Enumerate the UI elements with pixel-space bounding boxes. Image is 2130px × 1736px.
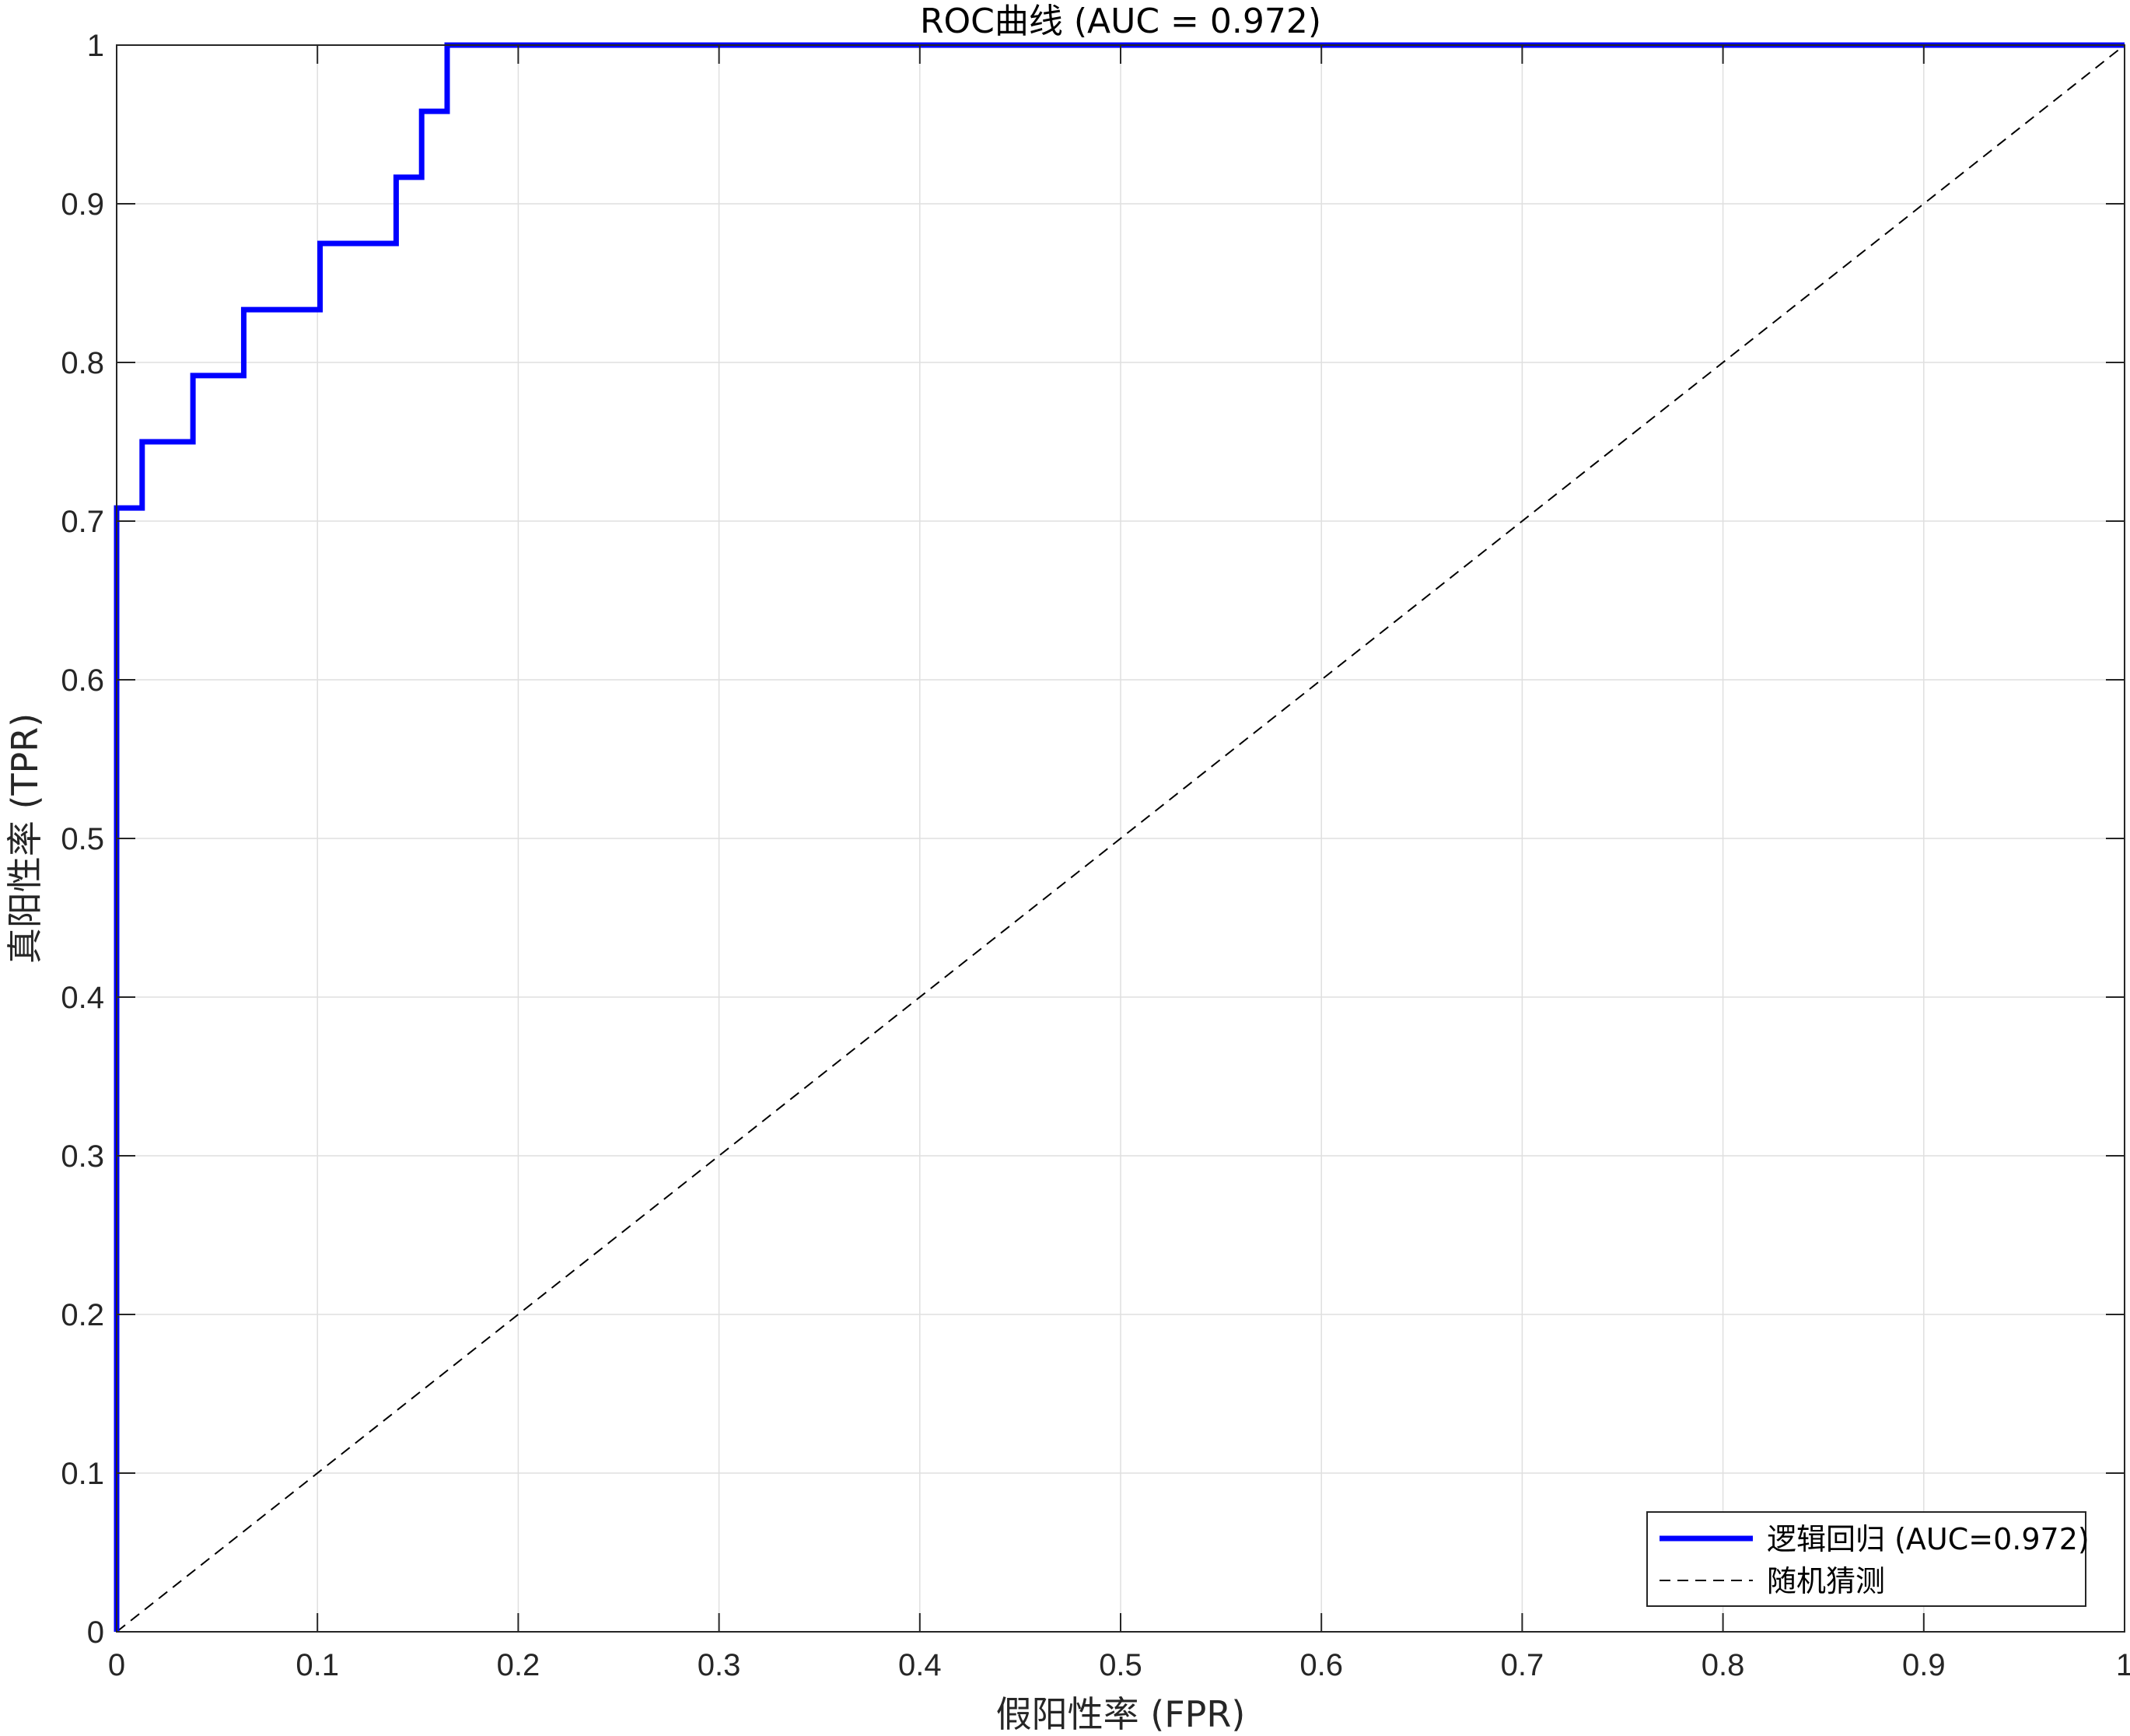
- y-tick-label: 0.5: [61, 822, 104, 856]
- x-tick-label: 1: [2116, 1648, 2130, 1682]
- random-guess-line: [116, 44, 2125, 1633]
- x-tick-label: 0.8: [1702, 1648, 1745, 1682]
- y-tick-label: 0.1: [61, 1457, 104, 1491]
- legend-label-logistic-regression: 逻辑回归 (AUC=0.972): [1767, 1522, 2090, 1556]
- y-tick-label: 0.3: [61, 1139, 104, 1174]
- x-tick-label: 0.2: [497, 1648, 540, 1682]
- x-tick-labels: 0 0.1 0.2 0.3 0.4 0.5 0.6 0.7 0.8 0.9 1: [108, 1648, 2130, 1682]
- y-tick-label: 0.8: [61, 346, 104, 380]
- y-axis-title: 真阳性率 (TPR): [4, 713, 46, 964]
- legend: 逻辑回归 (AUC=0.972) 随机猜测: [1646, 1511, 2090, 1607]
- y-tick-label: 0.6: [61, 663, 104, 698]
- series-layer: [114, 42, 2125, 1633]
- x-axis-title: 假阳性率 (FPR): [996, 1693, 1246, 1735]
- x-tick-label: 0.4: [898, 1648, 942, 1682]
- x-tick-label: 0: [108, 1648, 125, 1682]
- x-tick-label: 0.7: [1501, 1648, 1544, 1682]
- y-tick-label: 0.9: [61, 187, 104, 222]
- legend-label-random-guess: 随机猜测: [1767, 1564, 1885, 1598]
- roc-curve-line: [114, 42, 2125, 1632]
- x-tick-label: 0.5: [1099, 1648, 1142, 1682]
- y-tick-label: 0.4: [61, 981, 104, 1015]
- y-tick-label: 1: [87, 29, 104, 63]
- x-tick-label: 0.6: [1299, 1648, 1343, 1682]
- x-tick-label: 0.3: [698, 1648, 741, 1682]
- y-tick-label: 0.2: [61, 1298, 104, 1332]
- y-tick-label: 0: [87, 1615, 104, 1650]
- x-tick-label: 0.1: [296, 1648, 339, 1682]
- y-tick-label: 0.7: [61, 505, 104, 539]
- ticks: [116, 44, 2125, 1633]
- legend-box: [1646, 1511, 2086, 1607]
- x-tick-label: 0.9: [1902, 1648, 1946, 1682]
- chart-title: ROC曲线 (AUC = 0.972): [920, 2, 1321, 41]
- y-tick-labels: 0 0.1 0.2 0.3 0.4 0.5 0.6 0.7 0.8 0.9 1: [61, 29, 104, 1650]
